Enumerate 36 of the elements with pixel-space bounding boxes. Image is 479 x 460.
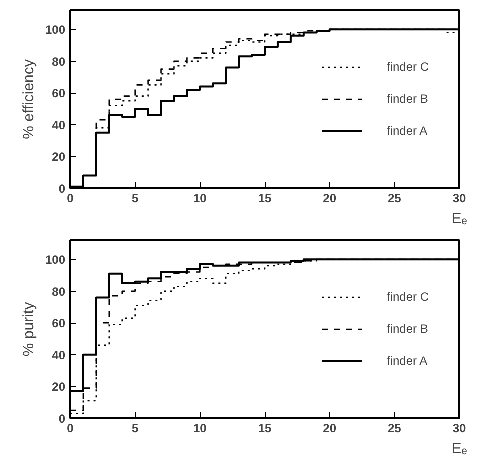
- x-tick-label: 15: [258, 422, 272, 436]
- y-tick-label: 60: [52, 86, 66, 101]
- x-tick-label: 5: [132, 422, 139, 436]
- legend-label: finder A: [386, 354, 428, 368]
- y-tick-label: 80: [52, 284, 66, 299]
- y-tick-label: 20: [52, 380, 66, 394]
- x-tick-label: 5: [132, 192, 139, 206]
- y-tick-label: 0: [58, 182, 66, 196]
- x-tick-label: 0: [67, 422, 74, 436]
- x-tick-label: 20: [323, 192, 337, 206]
- y-tick-label: 0: [58, 412, 66, 426]
- x-tick-label: 25: [388, 422, 402, 436]
- legend-label: finder C: [386, 290, 429, 304]
- y-tick-label: 40: [52, 118, 66, 132]
- x-tick-label: 10: [193, 422, 208, 436]
- legend-label: finder A: [386, 124, 428, 138]
- x-tick-label: 30: [452, 192, 466, 206]
- x-tick-label: 25: [388, 192, 402, 206]
- y-axis-title: % purity: [20, 302, 38, 357]
- y-tick-label: 40: [52, 348, 66, 362]
- x-tick-label: 0: [67, 192, 74, 206]
- legend-label: finder B: [386, 322, 428, 336]
- y-tick-label: 80: [52, 54, 66, 69]
- legend-label: finder B: [386, 92, 428, 106]
- y-tick-label: 100: [45, 23, 66, 38]
- y-axis-title: % efficiency: [20, 59, 38, 140]
- x-tick-label: 20: [323, 422, 337, 436]
- y-tick-label: 100: [45, 253, 66, 268]
- x-tick-label: 15: [258, 192, 272, 206]
- x-tick-label: 10: [193, 192, 208, 206]
- y-tick-label: 20: [52, 150, 66, 164]
- x-tick-label: 30: [452, 422, 466, 436]
- x-axis-title: Eₑ: [452, 440, 468, 458]
- y-tick-label: 60: [52, 316, 66, 331]
- x-axis-title: Eₑ: [452, 210, 468, 228]
- legend-label: finder C: [386, 60, 429, 74]
